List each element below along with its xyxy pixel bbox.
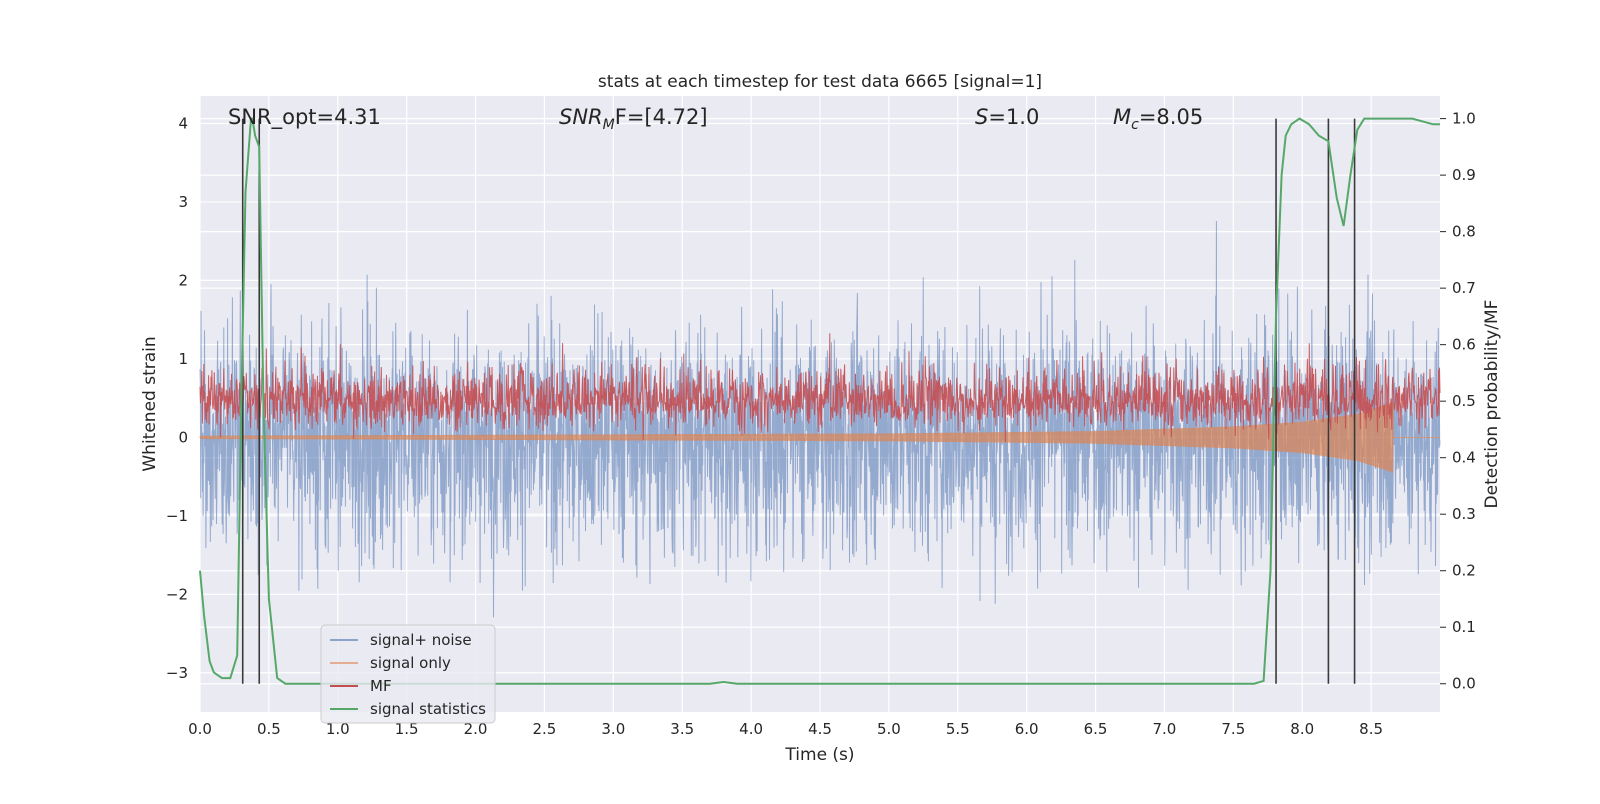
signal-statistics-line [199,117,1440,685]
y-right-tick-label: 0.0 [1452,675,1476,693]
x-tick-label: 4.0 [739,720,763,738]
chart-title: stats at each timestep for test data 666… [598,72,1042,92]
x-tick-label: 7.5 [1221,720,1245,738]
x-tick-label: 3.5 [670,720,694,738]
x-tick-label: 7.0 [1153,720,1177,738]
y-left-axis-label: Whitened strain [140,336,160,471]
legend: signal+ noise signal only MF signal statist… [320,624,496,724]
y-right-tick-label: 0.9 [1452,166,1476,184]
x-tick-label: 5.0 [877,720,901,738]
y-right-tick-label: 0.8 [1452,223,1476,241]
x-tick-label: 2.5 [533,720,557,738]
signal-only-line [199,401,1440,473]
mf-line [199,333,1441,442]
y-right-tick-label: 0.3 [1452,505,1476,523]
x-tick-label: 1.0 [326,720,350,738]
legend-box [320,624,496,724]
series-signal-only [199,401,1440,473]
y-right-tick-label: 0.6 [1452,336,1476,354]
x-tick-labels: 0.0 0.5 1.0 1.5 2.0 2.5 3.0 3.5 4.0 4.5 5.0 5.5 6.0 6… [188,720,1383,738]
annotation-mc: Mc=8.05 [1113,105,1203,133]
annotation-s: S=1.0 [975,105,1039,129]
y-left-tick-labels: −3 −2 −1 0 1 2 3 4 [166,114,188,681]
y-right-axis-label: Detection probability/MF [1482,300,1502,509]
legend-label: signal only [370,654,451,672]
y-left-tick-label: 4 [178,114,188,132]
series-mf [199,333,1441,442]
x-tick-label: 8.0 [1290,720,1314,738]
y-right-tick-labels: 0.0 0.1 0.2 0.3 0.4 0.5 0.6 0.7 0.8 0.9 1.0 [1440,110,1476,693]
y-right-tick-label: 1.0 [1452,110,1476,128]
vertical-lines [241,118,1356,684]
y-left-tick-label: 2 [178,271,188,289]
x-tick-label: 3.0 [601,720,625,738]
x-tick-label: 0.0 [188,720,212,738]
legend-label: signal+ noise [370,631,472,649]
x-tick-label: 0.5 [257,720,281,738]
annotation-snr-opt: SNR_opt=4.31 [228,105,381,130]
y-left-tick-label: 3 [178,193,188,211]
y-left-tick-label: −3 [166,664,188,682]
y-right-tick-label: 0.2 [1452,562,1476,580]
x-axis-label: Time (s) [784,745,854,765]
y-right-tick-label: 0.4 [1452,449,1476,467]
annotation-snr-mf: SNRMF=[4.72] [559,105,708,133]
y-right-tick-label: 0.7 [1452,279,1476,297]
y-left-tick-label: −1 [166,507,188,525]
legend-label: MF [370,677,392,695]
x-tick-label: 2.0 [464,720,488,738]
x-tick-label: 8.5 [1359,720,1383,738]
x-tick-label: 4.5 [808,720,832,738]
y-left-tick-label: 0 [178,428,188,446]
y-right-tick-label: 0.1 [1452,618,1476,636]
x-tick-label: 6.0 [1015,720,1039,738]
y-left-tick-label: −2 [166,585,188,603]
x-tick-label: 1.5 [395,720,419,738]
legend-label: signal statistics [370,700,486,718]
y-left-tick-label: 1 [178,350,188,368]
x-tick-label: 6.5 [1084,720,1108,738]
series-signal-statistics [199,117,1440,685]
y-right-tick-label: 0.5 [1452,392,1476,410]
x-tick-label: 5.5 [946,720,970,738]
